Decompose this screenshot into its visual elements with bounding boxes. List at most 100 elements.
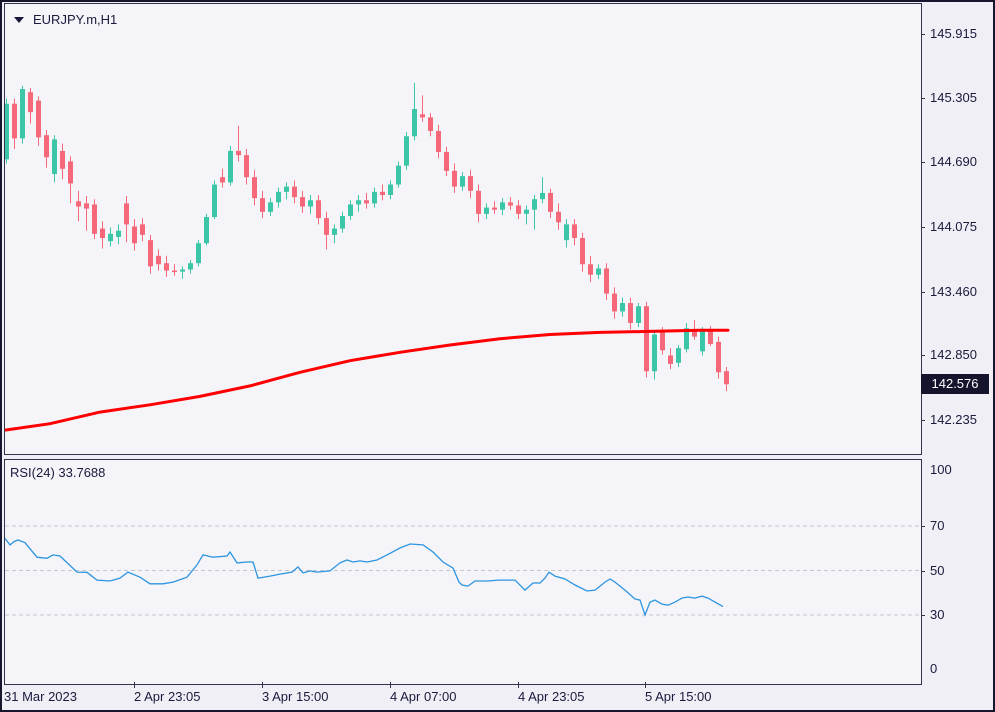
candle [628,297,633,330]
candle [596,264,601,279]
candle [556,203,561,230]
candle [292,180,297,204]
rsi-panel[interactable]: RSI(24) 33.7688 [4,459,922,685]
candle [324,211,329,250]
time-axis-tick [390,682,391,688]
candle [404,132,409,170]
rsi-tick-label: 100 [930,462,952,477]
price-tick-label: 143.460 [930,283,977,299]
candle [108,227,113,247]
candle [156,249,161,271]
rsi-tick-label: 70 [930,518,945,533]
rsi-tick-label: 50 [930,562,945,578]
candle [348,200,353,221]
price-tick-label: 142.850 [930,347,977,363]
candle [372,187,377,208]
price-axis-tick [921,97,925,99]
candle [380,184,385,201]
candle [572,219,577,246]
price-tick-label: 144.075 [930,219,977,234]
candle [340,211,345,233]
candle [612,287,617,319]
rsi-line [5,537,724,617]
candle [164,255,169,277]
candle [684,322,689,353]
price-tick-label: 142.235 [930,412,977,427]
price-axis-tick [921,291,925,293]
candle [116,224,121,245]
time-axis-tick [518,682,519,688]
candle [428,113,433,137]
candle [508,197,513,210]
chevron-down-icon[interactable] [14,16,24,23]
candle [196,240,201,267]
symbol-label: EURJPY.m,H1 [33,12,118,27]
candle [284,182,289,200]
candle [332,224,337,244]
candle [60,143,65,180]
candle [100,221,105,249]
candle [5,98,9,164]
candle [700,327,705,356]
candle [516,200,521,220]
candlestick-chart[interactable] [5,4,921,454]
candle [180,266,185,279]
candle [604,263,609,300]
rsi-axis-tick [921,526,925,527]
price-axis-tick [921,34,925,35]
candle [668,348,673,370]
candle [620,297,625,317]
candle [188,260,193,274]
candle [84,196,89,231]
price-chart-panel[interactable]: EURJPY.m,H1 [4,3,922,455]
rsi-axis-tick [921,570,925,572]
candle [524,205,529,225]
price-axis-tick [921,162,925,164]
candle [588,255,593,283]
price-axis-tick [921,227,925,228]
price-axis[interactable]: 145.915 145.305 144.690 144.075 143.460 142.8… [921,2,993,685]
candle [316,195,321,225]
candle [132,219,137,251]
candle [148,234,153,274]
current-price-tag: 142.576 [921,374,989,395]
candle [548,188,553,219]
price-axis-tick [921,420,925,421]
candle [468,169,473,199]
candle [580,232,585,272]
candle [396,161,401,188]
candle [420,95,425,122]
candle [36,96,41,146]
price-tick-label: 145.915 [930,26,977,41]
candle [212,180,217,220]
candle [716,336,721,379]
candle [92,199,97,240]
candle [76,190,81,222]
time-tick-label: 4 Apr 23:05 [518,689,585,704]
rsi-tick-label: 30 [930,607,945,622]
candle [268,198,273,216]
candle [460,171,465,191]
candle [244,148,249,185]
candle [484,203,489,220]
candle [444,146,449,177]
candle [492,201,497,214]
time-axis[interactable]: 31 Mar 2023 2 Apr 23:05 3 Apr 15:00 4 Apr 0… [2,682,993,710]
candle [252,169,257,206]
time-tick-label: 5 Apr 15:00 [645,689,712,704]
candle [12,98,17,149]
rsi-chart[interactable] [5,460,921,684]
rsi-indicator-label: RSI(24) 33.7688 [10,465,106,480]
candle [724,367,729,392]
candle [500,198,505,215]
candle [364,192,369,209]
symbol-selector[interactable]: EURJPY.m,H1 [14,12,117,27]
candle [532,195,537,230]
price-axis-tick [921,355,925,357]
time-tick-label: 3 Apr 15:00 [262,689,329,704]
candle [28,88,33,124]
candle [228,145,233,186]
time-axis-tick [645,682,646,688]
candle [52,135,57,183]
time-axis-tick [262,682,263,688]
